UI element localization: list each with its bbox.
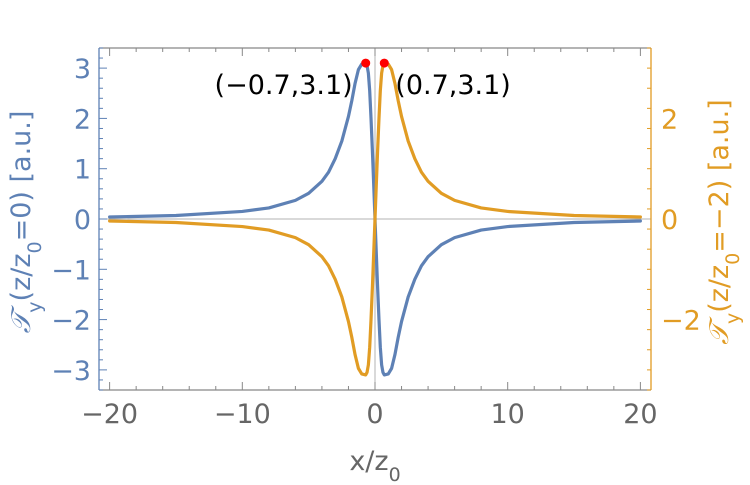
right-tick-label: 2	[661, 104, 678, 135]
x-tick-label: −10	[214, 399, 271, 430]
right-axis-title: 𝒯y(z/z0=−2) [a.u.]	[704, 99, 744, 344]
point-label: (−0.7,3.1)	[215, 70, 353, 101]
axes	[98, 47, 652, 391]
x-axis-title: x/z0	[349, 446, 400, 485]
left-axis-title: 𝒯y(z/z0=0) [a.u.]	[6, 111, 46, 334]
left-tick-label: −2	[51, 306, 91, 337]
series-line-right	[108, 61, 642, 377]
x-tick-label: 20	[623, 399, 657, 430]
right-tick-label: 0	[661, 205, 678, 236]
left-tick-label: −3	[51, 356, 91, 387]
left-tick-label: 0	[74, 205, 91, 236]
left-tick-label: 2	[74, 104, 91, 135]
left-tick-label: 3	[74, 54, 91, 85]
point-label: (0.7,3.1)	[395, 70, 511, 101]
highlight-point	[379, 58, 389, 68]
highlight-points	[361, 58, 389, 68]
x-tick-label: −20	[81, 399, 138, 430]
left-tick-label: 1	[74, 155, 91, 186]
x-tick-label: 0	[366, 399, 383, 430]
right-tick-label: −2	[661, 306, 701, 337]
series-layer	[108, 61, 642, 377]
x-tick-label: 10	[491, 399, 525, 430]
left-tick-label: −1	[51, 255, 91, 286]
highlight-point	[361, 58, 371, 68]
